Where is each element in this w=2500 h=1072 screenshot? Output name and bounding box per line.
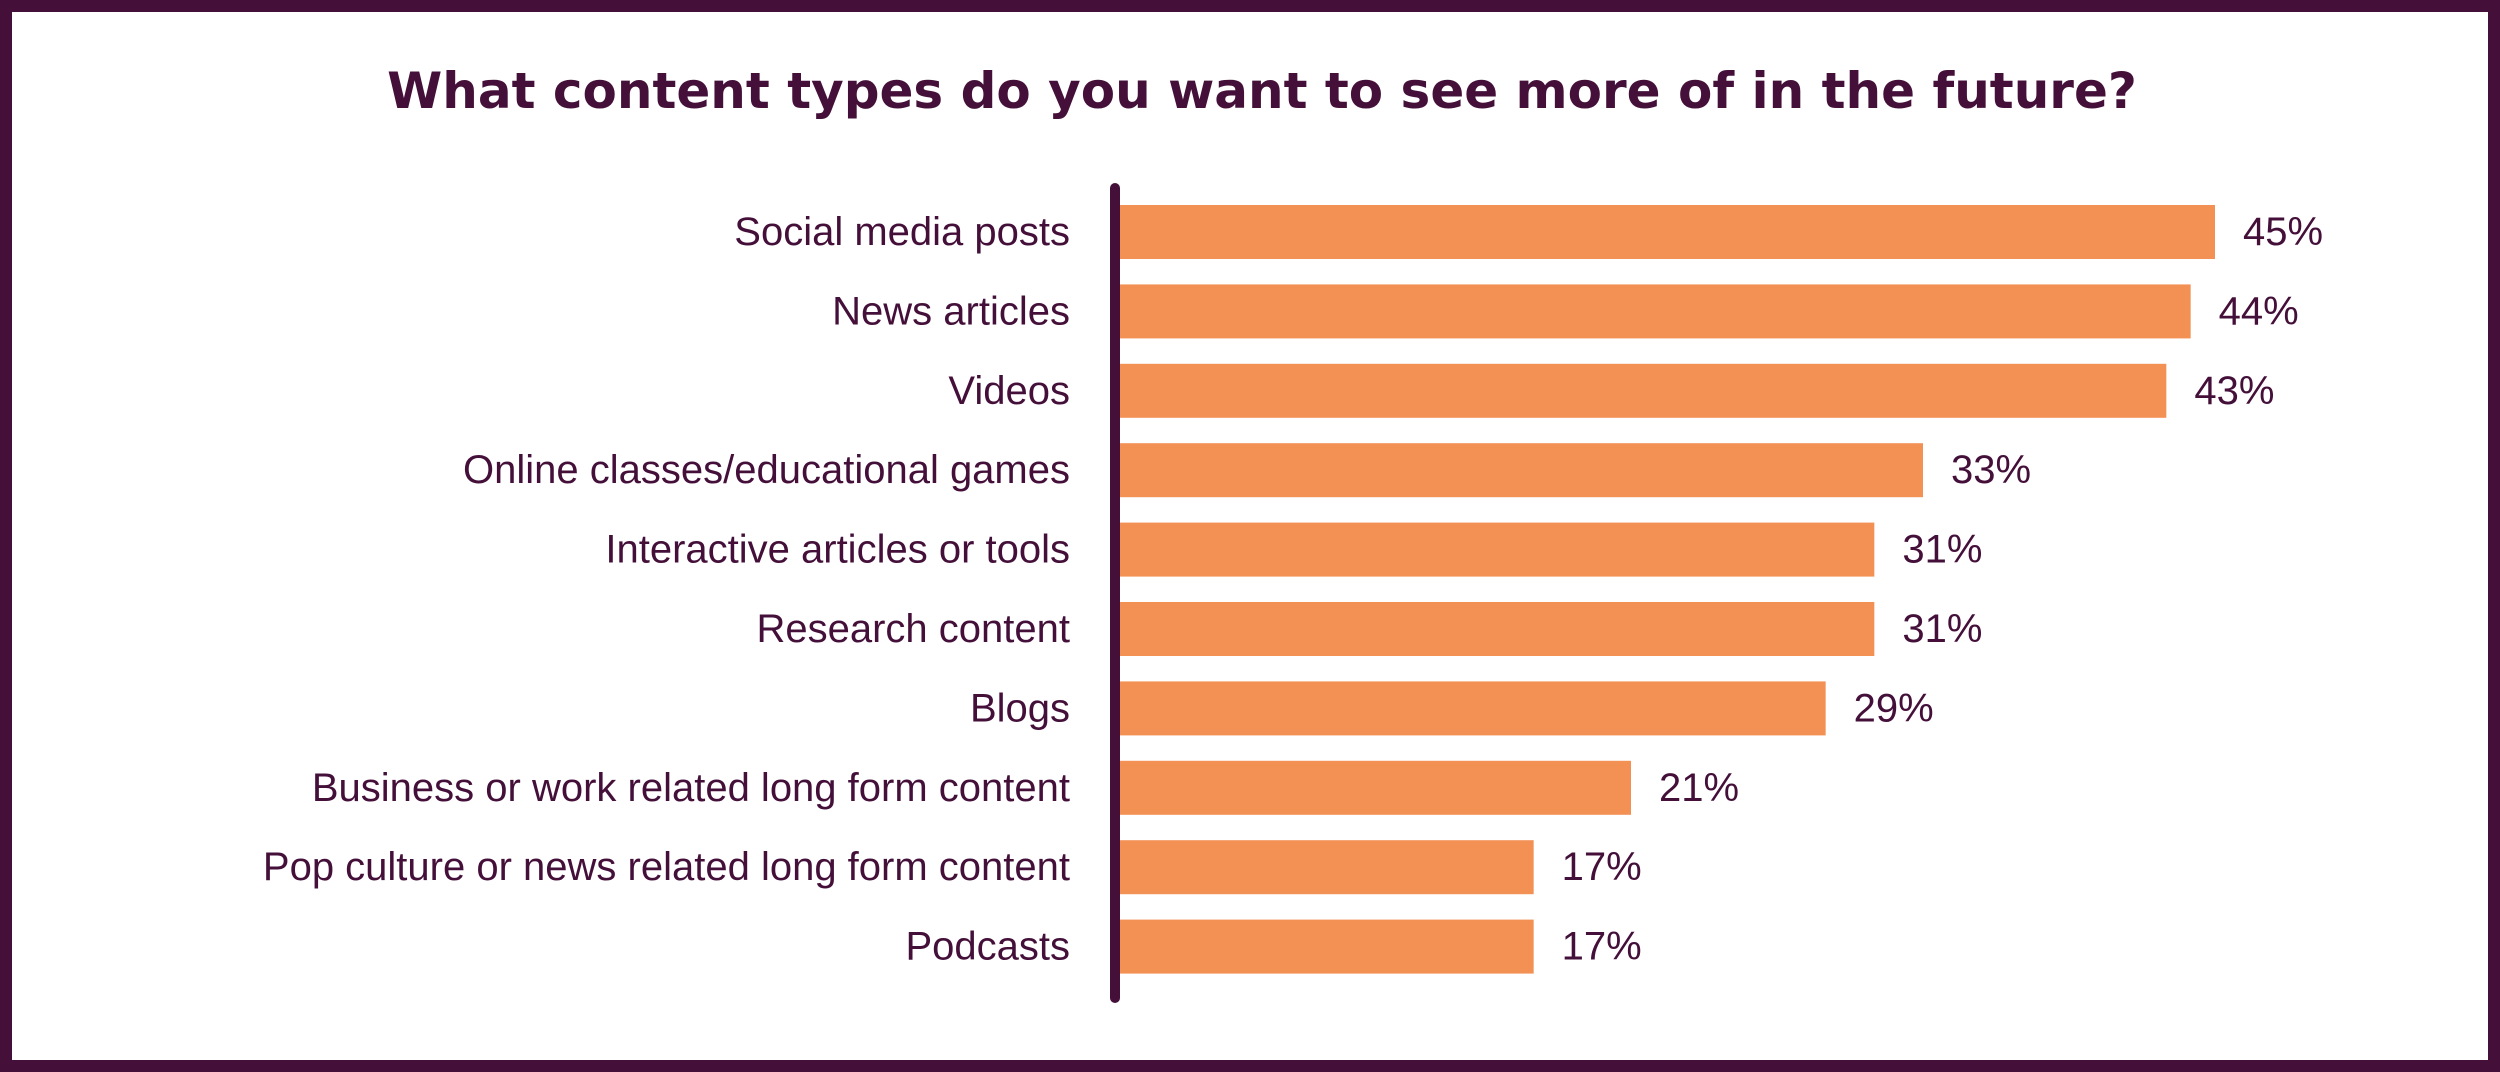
category-label-1: Social media posts <box>734 210 1070 254</box>
bar-7 <box>1120 681 1826 736</box>
category-label-4: Online classes/educational games <box>463 448 1070 492</box>
category-label-7: Blogs <box>970 686 1070 730</box>
bar-8 <box>1120 760 1631 815</box>
category-label-5: Interactive articles or tools <box>605 528 1070 572</box>
value-label-8: 21% <box>1659 766 1739 810</box>
bar-9 <box>1120 840 1534 895</box>
value-label-4: 33% <box>1951 448 2031 492</box>
bar-10 <box>1120 919 1534 974</box>
value-label-10: 17% <box>1562 925 1642 969</box>
bar-1 <box>1120 205 2215 259</box>
value-labels-group: 45% 44% 43% 33% 31% 31% 29% 21% 17% 17% <box>1562 210 2323 969</box>
bar-4 <box>1120 443 1923 498</box>
value-label-1: 45% <box>2243 210 2323 254</box>
category-label-9: Pop culture or news related long form co… <box>263 845 1070 889</box>
bar-3 <box>1120 363 2167 418</box>
value-label-7: 29% <box>1854 686 1934 730</box>
category-label-3: Videos <box>948 369 1070 413</box>
value-label-6: 31% <box>1902 607 1982 651</box>
value-label-5: 31% <box>1902 528 1982 572</box>
category-label-2: News articles <box>832 289 1070 333</box>
category-labels-group: Social media posts News articles Videos Onl… <box>263 210 1070 969</box>
value-label-3: 43% <box>2194 369 2274 413</box>
category-label-6: Research content <box>756 607 1070 651</box>
bar-2 <box>1120 284 2191 339</box>
value-label-2: 44% <box>2219 289 2299 333</box>
category-label-8: Business or work related long form conte… <box>312 766 1070 810</box>
chart-title: What content types do you want to see mo… <box>387 62 2137 120</box>
bar-6 <box>1120 602 1875 656</box>
bar-5 <box>1120 522 1875 577</box>
category-label-10: Podcasts <box>905 925 1070 969</box>
value-label-9: 17% <box>1562 845 1642 889</box>
bars-group <box>1120 205 2215 974</box>
